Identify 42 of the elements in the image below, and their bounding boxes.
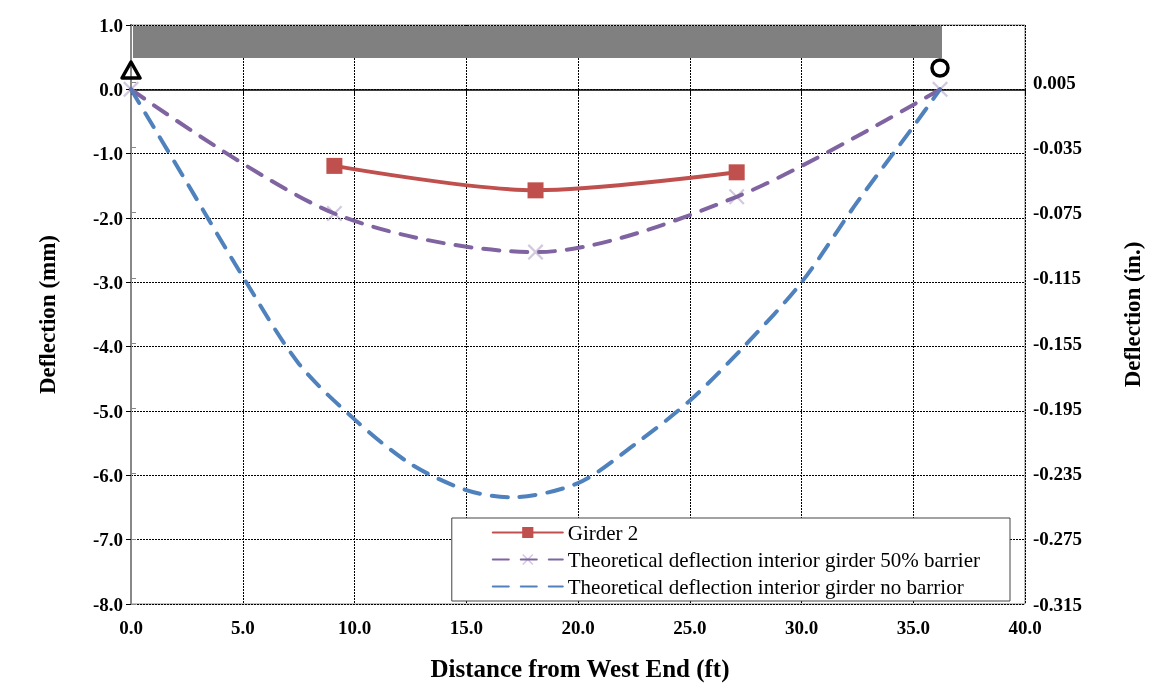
x-tick-label: 15.0 [449,617,483,638]
x-tick-label: 30.0 [784,617,819,638]
x-tick-label: 35.0 [896,617,930,638]
y2-tick-label: -0.275 [1033,528,1083,550]
y2-tick-label: -0.235 [1033,463,1083,485]
y-tick-label: 1.0 [99,14,123,36]
point [932,81,949,98]
y2-tick-label: -0.315 [1033,593,1083,615]
y-tick-label: -6.0 [92,464,123,486]
y-tick-label: -8.0 [92,593,123,615]
legend-label: Theoretical deflection interior girder no barrior [567,574,964,599]
point [326,157,343,174]
legend-label: Girder 2 [567,520,639,545]
point [326,205,343,222]
x-tick-label: 10.0 [337,617,372,638]
y2-tick-label: -0.115 [1033,267,1082,289]
y-tick-label: -4.0 [92,336,123,358]
y-tick-label: -7.0 [92,529,123,551]
x-tick-label: 25.0 [673,617,707,638]
point [728,164,745,181]
y-tick-label: -5.0 [92,400,123,422]
y2-tick-label: -0.155 [1033,332,1083,354]
y2-tick-label: -0.195 [1033,397,1083,419]
y-tick-label: -1.0 [92,143,123,165]
point [527,182,544,199]
y-tick-label: -2.0 [92,207,123,229]
x-axis-title: Distance from West End (ft) [430,655,730,683]
y-axis-title: Deflection (mm) [35,234,60,395]
y2-tick-label: 0.005 [1033,71,1076,93]
point [728,188,745,205]
y-tick-label: -3.0 [92,271,123,293]
x-tick-label: 5.0 [230,617,255,638]
y2-tick-label: -0.035 [1033,136,1083,158]
point [527,244,544,261]
y-tick-label: 0.0 [99,78,123,100]
y2-axis-title: Deflection (in.) [1120,241,1145,388]
x-tick-label: 40.0 [1008,617,1042,638]
legend-label: Theoretical deflection interior girder 50% barrier [567,547,981,572]
x-tick-label: 20.0 [561,617,595,638]
x-tick-label: 0.0 [119,617,143,638]
y2-tick-label: -0.075 [1033,202,1083,224]
point [123,81,139,98]
